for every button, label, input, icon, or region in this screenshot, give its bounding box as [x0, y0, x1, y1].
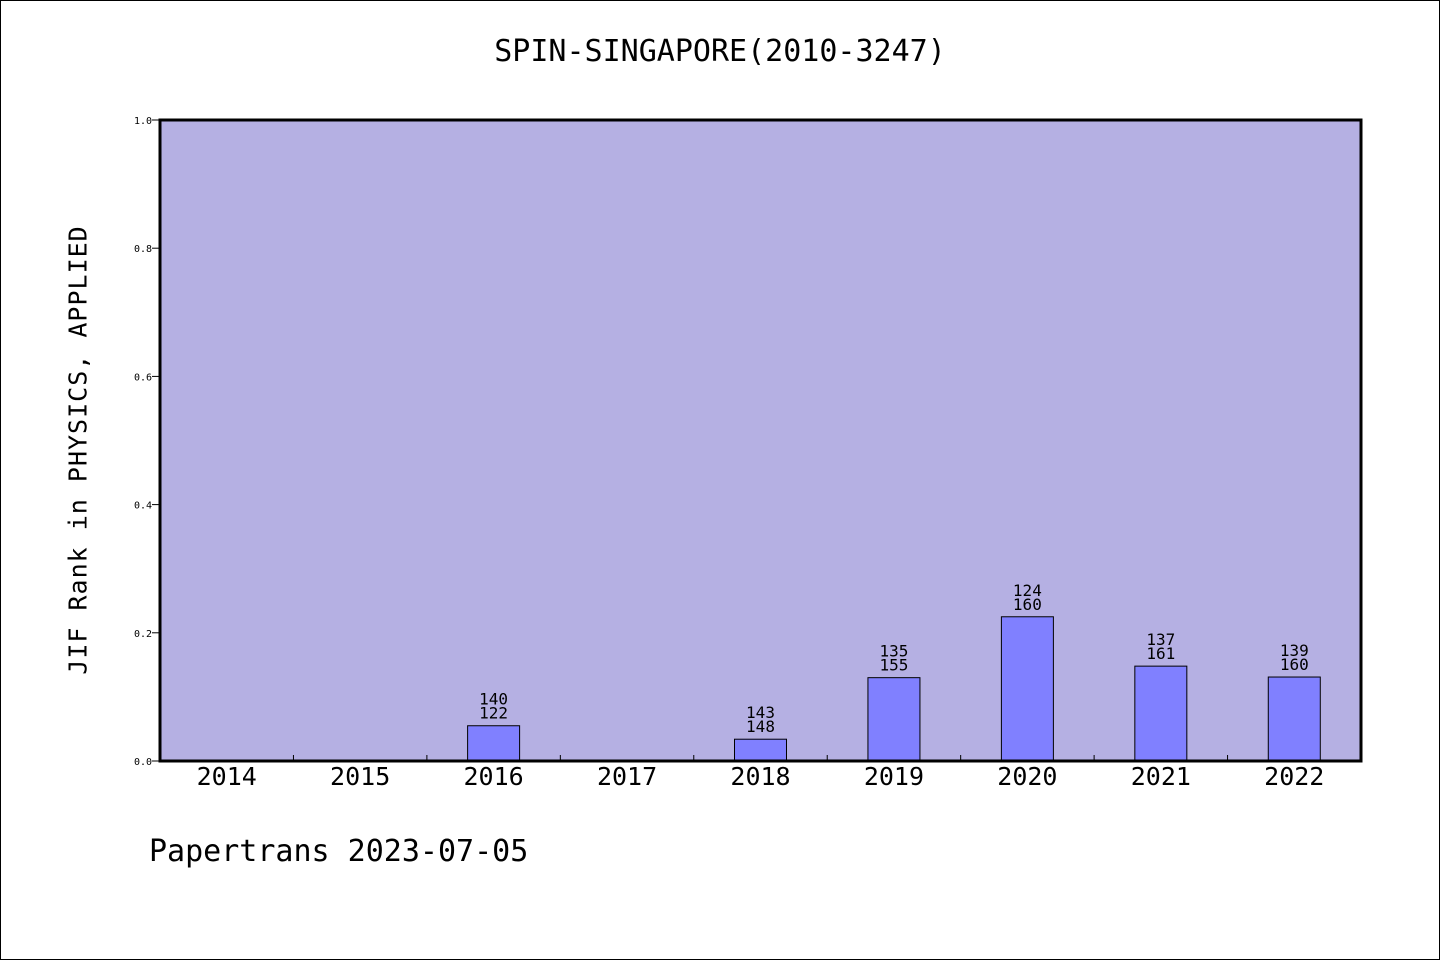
x-tick-label: 2017	[597, 762, 657, 791]
bar-label-bottom: 148	[746, 717, 775, 736]
y-tick-label: 0.8	[134, 244, 152, 255]
bar	[1267, 676, 1321, 762]
bar-label-top: 137	[1146, 630, 1175, 649]
footer-text: Papertrans 2023-07-05	[149, 834, 529, 869]
bar-label-bottom: 160	[1280, 655, 1309, 674]
bar	[734, 738, 787, 762]
x-tick-label: 2019	[864, 762, 924, 791]
y-tick-label: 0.4	[134, 501, 152, 512]
bar-label-bottom: 161	[1146, 644, 1175, 663]
bar	[467, 725, 521, 762]
y-tick-label: 0.6	[134, 372, 152, 383]
bar-label-bottom: 122	[479, 704, 508, 723]
x-tick-label: 2016	[464, 762, 524, 791]
bar-label-bottom: 160	[1013, 595, 1042, 614]
y-tick-label: 0.2	[134, 629, 152, 640]
x-tick-label: 2014	[197, 762, 257, 791]
x-tick-label: 2022	[1264, 762, 1324, 791]
plot-area	[160, 120, 1361, 761]
x-tick-label: 2021	[1131, 762, 1191, 791]
bar-label-top: 140	[479, 690, 508, 709]
y-tick-label: 1.0	[134, 116, 152, 127]
bar-label-top: 135	[879, 642, 908, 661]
bar	[1000, 616, 1054, 762]
x-tick-label: 2018	[730, 762, 790, 791]
bar-label-top: 143	[746, 703, 775, 722]
chart-title: SPIN-SINGAPORE(2010-3247)	[494, 34, 946, 69]
bar	[1134, 665, 1188, 762]
x-tick-label: 2015	[330, 762, 390, 791]
plot-border	[158, 118, 1363, 763]
bar-label-top: 124	[1013, 581, 1042, 600]
bar-label-top: 139	[1280, 641, 1309, 660]
bar	[867, 677, 921, 762]
y-tick-label: 0.0	[134, 757, 152, 768]
x-tick-label: 2020	[997, 762, 1057, 791]
bar-label-bottom: 155	[879, 656, 908, 675]
